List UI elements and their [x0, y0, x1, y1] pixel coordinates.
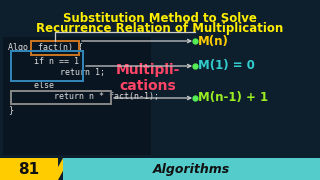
- Bar: [11, 91, 111, 104]
- Text: Recurrence Relation of Multiplication: Recurrence Relation of Multiplication: [36, 22, 284, 35]
- Text: Multipli-
cations: Multipli- cations: [116, 63, 180, 93]
- Bar: [11, 51, 83, 81]
- Polygon shape: [51, 158, 70, 180]
- Text: 81: 81: [19, 161, 40, 177]
- Text: M(1) = 0: M(1) = 0: [198, 60, 255, 73]
- Bar: [31, 41, 79, 55]
- Text: if n == 1: if n == 1: [14, 57, 79, 66]
- Text: Algorithms: Algorithms: [152, 163, 230, 175]
- Bar: [3, 37, 151, 155]
- Text: return 1;: return 1;: [20, 69, 105, 78]
- Text: return n * fact(n-1);: return n * fact(n-1);: [14, 93, 159, 102]
- Text: }: }: [8, 105, 13, 114]
- Bar: [63, 158, 320, 180]
- Text: M(n-1) + 1: M(n-1) + 1: [198, 91, 268, 105]
- Text: M(n): M(n): [198, 35, 229, 48]
- Text: else: else: [14, 80, 54, 89]
- Text: Algo  fact(n) {: Algo fact(n) {: [8, 44, 83, 53]
- Bar: [0, 158, 58, 180]
- Text: Substitution Method to Solve: Substitution Method to Solve: [63, 12, 257, 25]
